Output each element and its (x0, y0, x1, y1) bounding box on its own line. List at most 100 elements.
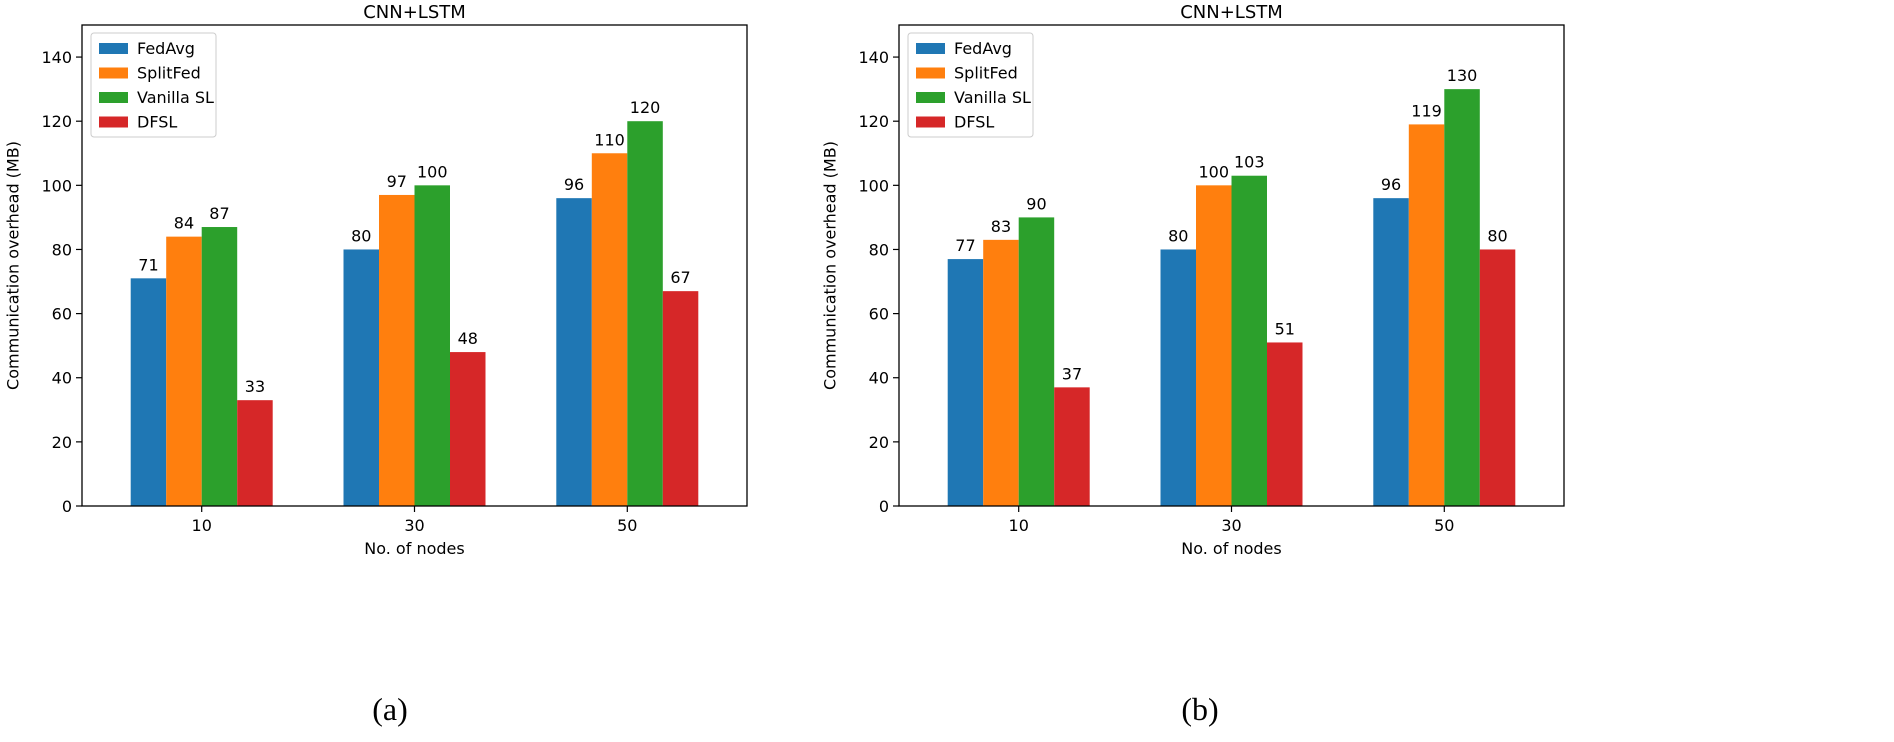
data-label: 83 (991, 217, 1011, 236)
y-tick-label: 140 (41, 48, 72, 67)
bar (947, 259, 984, 506)
x-tick-label: 50 (1434, 516, 1454, 535)
bar (627, 121, 663, 506)
legend-label: SplitFed (137, 64, 201, 83)
legend-swatch (916, 67, 945, 79)
data-label: 37 (1062, 364, 1082, 383)
bar (130, 278, 167, 506)
legend-swatch (916, 92, 945, 103)
data-label: 100 (1198, 162, 1229, 181)
y-axis-label: Communication overhead (MB) (4, 141, 23, 390)
data-label: 96 (564, 175, 584, 194)
data-label: 33 (245, 377, 265, 396)
data-label: 80 (351, 226, 371, 245)
bar (414, 185, 450, 507)
legend-swatch (916, 43, 945, 54)
plot-frame (81, 24, 748, 507)
data-label: 80 (1487, 226, 1507, 245)
bar (1267, 342, 1303, 506)
figure-caption: (a) (372, 691, 408, 727)
bar (983, 239, 1019, 506)
legend-swatch (99, 116, 128, 128)
chart-panel-0: 71 84 87 33 10 80 97 100 48 30 96 110 120 67 50 0 20 40 60… (4, 2, 748, 727)
y-tick-label: 0 (879, 497, 889, 516)
y-tick-label: 40 (52, 369, 72, 388)
x-tick-label: 50 (617, 516, 637, 535)
legend-swatch (99, 92, 128, 103)
x-axis-label: No. of nodes (364, 539, 464, 558)
bar (662, 291, 699, 506)
bar (1373, 198, 1409, 506)
data-label: 80 (1168, 226, 1188, 245)
data-label: 90 (1026, 194, 1046, 213)
y-tick-label: 60 (52, 305, 72, 324)
data-label: 48 (458, 329, 478, 348)
data-label: 87 (209, 204, 229, 223)
bar (1054, 387, 1090, 506)
bar (556, 198, 592, 506)
bar (1231, 175, 1267, 507)
legend-label: FedAvg (137, 39, 195, 58)
bar (343, 249, 379, 506)
bar (591, 153, 628, 506)
bar (1160, 249, 1196, 506)
y-tick-label: 20 (869, 433, 889, 452)
x-tick-label: 10 (1009, 516, 1029, 535)
data-label: 84 (174, 214, 194, 233)
data-label: 97 (387, 172, 407, 191)
y-tick-label: 140 (858, 48, 889, 67)
legend-label: FedAvg (954, 39, 1012, 58)
y-tick-label: 40 (869, 369, 889, 388)
data-label: 71 (138, 255, 158, 274)
data-label: 119 (1411, 101, 1442, 120)
bar (1444, 89, 1480, 506)
chart-panel-1: 77 83 90 37 10 80 100 103 51 30 96 119 130 80 50 0 20 40 6… (821, 2, 1565, 727)
figure-caption: (b) (1181, 691, 1218, 727)
data-label: 103 (1234, 153, 1265, 172)
bar (201, 227, 238, 506)
y-axis-label: Communication overhead (MB) (821, 141, 840, 390)
legend: FedAvg SplitFed Vanilla SL DFSL (907, 32, 1034, 138)
legend-box (90, 32, 217, 138)
data-label: 120 (630, 98, 661, 117)
bar (166, 236, 202, 506)
chart-title: CNN+LSTM (1180, 2, 1283, 23)
legend-swatch (916, 116, 945, 128)
data-label: 100 (417, 162, 448, 181)
x-tick-label: 30 (1221, 516, 1241, 535)
chart-title: CNN+LSTM (363, 2, 466, 23)
y-tick-label: 80 (52, 240, 72, 259)
data-label: 77 (955, 236, 975, 255)
legend-swatch (99, 67, 128, 79)
y-tick-label: 100 (858, 176, 889, 195)
legend-label: DFSL (954, 113, 994, 132)
y-tick-label: 20 (52, 433, 72, 452)
bar (1018, 217, 1055, 506)
data-label: 51 (1275, 319, 1295, 338)
data-label: 96 (1381, 175, 1401, 194)
y-tick-label: 100 (41, 176, 72, 195)
bar (450, 352, 486, 506)
y-tick-label: 120 (858, 112, 889, 131)
legend-label: SplitFed (954, 64, 1018, 83)
x-tick-label: 10 (192, 516, 212, 535)
bar (379, 194, 415, 506)
y-tick-label: 60 (869, 305, 889, 324)
data-label: 67 (670, 268, 690, 287)
legend-label: Vanilla SL (954, 88, 1031, 107)
bar (1479, 249, 1516, 506)
y-tick-label: 120 (41, 112, 72, 131)
legend-swatch (99, 43, 128, 54)
bar (1196, 185, 1232, 507)
data-label: 130 (1447, 66, 1478, 85)
legend-label: Vanilla SL (137, 88, 214, 107)
data-label: 110 (594, 130, 625, 149)
bar (1408, 124, 1445, 506)
legend: FedAvg SplitFed Vanilla SL DFSL (90, 32, 217, 138)
x-tick-label: 30 (404, 516, 424, 535)
plot-frame (898, 24, 1565, 507)
y-tick-label: 80 (869, 240, 889, 259)
bar (237, 400, 273, 506)
legend-label: DFSL (137, 113, 177, 132)
